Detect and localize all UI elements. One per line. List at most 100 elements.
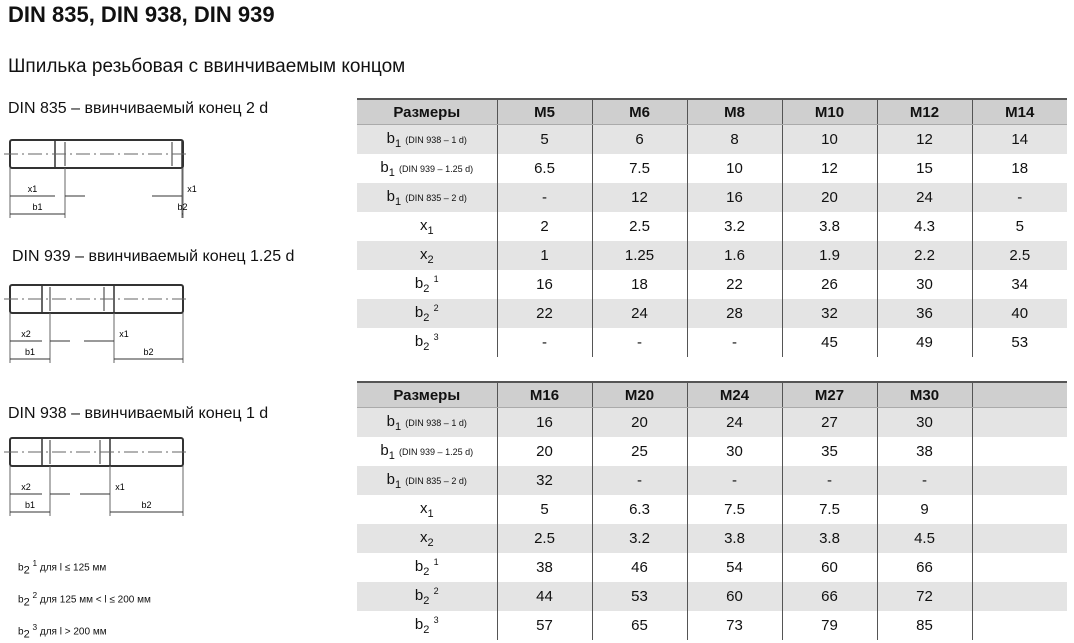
column-header: M27	[781, 381, 877, 408]
table-cell: 32	[496, 466, 592, 495]
page-title: DIN 835, DIN 938, DIN 939	[8, 2, 275, 27]
table-cell: 38	[496, 553, 592, 582]
header-row: Размеры M5 M6 M8 M10 M12 M14	[357, 98, 1067, 125]
column-header: Размеры	[357, 381, 497, 408]
row-label: b2 3	[414, 332, 439, 353]
row-label: b1 (DIN 835 – 2 d)	[357, 466, 497, 495]
subtitle: Шпилька резьбовая с ввинчиваемым концом	[8, 56, 406, 77]
table-cell	[971, 466, 1067, 495]
table-cell: -	[496, 183, 592, 212]
table-cell: -	[496, 328, 592, 357]
table-cell: 18	[591, 270, 687, 299]
table-cell: 6.5	[496, 154, 592, 183]
table-cell: 2.5	[971, 241, 1067, 270]
table-cell: 7.5	[781, 495, 877, 524]
table-cell: 30	[876, 270, 972, 299]
table-row: x1 5 6.3 7.5 7.5 9	[357, 495, 1067, 524]
row-label: b2 2	[357, 299, 497, 328]
table-cell: 4.3	[876, 212, 972, 241]
table-row: b1 (DIN 835 – 2 d) -12 16 20 24-	[357, 183, 1067, 212]
table-row: x1 2 2.5 3.2 3.8 4.3 5	[357, 212, 1067, 241]
table-cell: 16	[496, 407, 592, 437]
table-cell: 10	[781, 124, 877, 154]
table-cell: 15	[876, 154, 972, 183]
table-cell: 3.2	[686, 212, 782, 241]
table-cell: 66	[876, 553, 972, 582]
table-cell: 53	[971, 328, 1067, 357]
column-header: Размеры	[357, 98, 497, 125]
table-cell: 5	[971, 212, 1067, 241]
table-row: b1 (DIN 938 – 1 d) 5 6 8 10 12 14	[357, 124, 1067, 154]
table-cell	[971, 437, 1067, 466]
drawing-label-din835: DIN 835 – ввинчиваемый конец 2 d	[8, 100, 269, 117]
table-cell: 27	[781, 407, 877, 437]
table-cell: 1	[496, 241, 592, 270]
table-cell: 2.5	[591, 212, 687, 241]
row-label: b1 (DIN 835 – 2 d)	[357, 183, 497, 212]
table-cell: 24	[876, 183, 972, 212]
table-cell: 8	[686, 124, 782, 154]
row-label: x1	[419, 216, 434, 237]
row-label: b2 2	[357, 582, 497, 611]
table-cell: -	[686, 328, 782, 357]
svg-text:b1: b1	[32, 202, 42, 212]
table-row: b2 1 38 46 54 60 66	[357, 553, 1067, 582]
table-cell: 12	[876, 124, 972, 154]
table-cell: 57	[496, 611, 592, 640]
table-cell: 26	[781, 270, 877, 299]
table-cell	[971, 553, 1067, 582]
table-cell: 3.8	[781, 524, 877, 553]
stud-bolt-drawing: x2 x1 b1 b2	[4, 437, 190, 516]
svg-text:x1: x1	[187, 184, 197, 194]
table-cell: -	[971, 183, 1067, 212]
table-cell: -	[686, 466, 782, 495]
table-cell: 30	[876, 407, 972, 437]
table-cell: 2.2	[876, 241, 972, 270]
table-cell: 2.5	[496, 524, 592, 553]
table-cell: 36	[876, 299, 972, 328]
table-row: b2 2 44 53 60 66 72	[357, 582, 1067, 611]
svg-text:x1: x1	[119, 329, 129, 339]
table-cell: 30	[686, 437, 782, 466]
table-cell: 5	[496, 124, 592, 154]
svg-text:b2: b2	[141, 500, 151, 510]
table-row: b1 (DIN 939 – 1.25 d) 20 25 30 35 38	[357, 437, 1067, 466]
column-header: M14	[971, 98, 1067, 125]
table-cell: 65	[591, 611, 687, 640]
table-cell: 16	[496, 270, 592, 299]
table-cell: 6	[591, 124, 687, 154]
table-cell: 32	[781, 299, 877, 328]
table-cell: 54	[686, 553, 782, 582]
svg-text:b1: b1	[25, 347, 35, 357]
table-cell: 7.5	[686, 495, 782, 524]
table-cell: 35	[781, 437, 877, 466]
row-label: x1	[419, 499, 434, 520]
row-label: b2 3	[414, 615, 439, 636]
table-row: b1 (DIN 835 – 2 d) 32- - - -	[357, 466, 1067, 495]
row-label: b2 1	[414, 557, 439, 578]
table-cell	[971, 582, 1067, 611]
table-cell: 3.8	[781, 212, 877, 241]
table-cell: 18	[971, 154, 1067, 183]
note-3: b2 3 для l > 200 мм	[18, 622, 107, 641]
table-row: b1 (DIN 939 – 1.25 d) 6.5 7.5 10 12 15 18	[357, 154, 1067, 183]
table-row: b2 3 57 65 73 79 85	[357, 611, 1067, 640]
table-cell	[971, 407, 1067, 437]
table-cell: 16	[686, 183, 782, 212]
table-cell: 60	[781, 553, 877, 582]
table-cell	[971, 524, 1067, 553]
table-cell: -	[876, 466, 972, 495]
table-cell	[971, 495, 1067, 524]
note-2: b2 2 для 125 мм < l ≤ 200 мм	[18, 590, 151, 609]
table-cell: 38	[876, 437, 972, 466]
table-cell: 49	[876, 328, 972, 357]
table-cell: 20	[781, 183, 877, 212]
table-cell: -	[591, 328, 687, 357]
column-header: M24	[686, 381, 782, 408]
table-row: b2 1 16 18 22 26 30 34	[357, 270, 1067, 299]
column-header: M8	[686, 98, 782, 125]
table-cell: 12	[781, 154, 877, 183]
column-header: M6	[591, 98, 687, 125]
svg-text:x2: x2	[21, 482, 31, 492]
svg-text:x2: x2	[21, 329, 31, 339]
